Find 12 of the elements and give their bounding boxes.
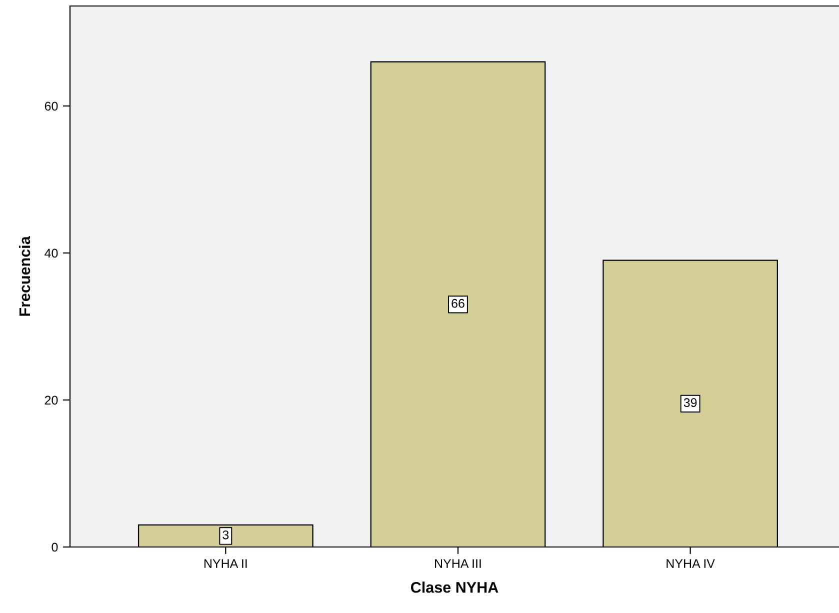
y-tick-label: 20 [44,396,58,405]
data-label: 3 [222,530,229,540]
x-tick-label: NYHA II [204,559,247,568]
y-tick-label: 40 [44,248,58,258]
y-axis-title: Frecuencia [18,236,30,316]
data-label: 66 [452,298,464,308]
x-tick-label: NYHA III [435,559,481,568]
x-axis-title: Clase NYHA [410,582,498,593]
y-tick-label: 0 [52,542,58,552]
data-label: 39 [684,398,697,408]
x-tick-label: NYHA IV [666,559,715,568]
y-tick-label: 60 [44,102,58,111]
